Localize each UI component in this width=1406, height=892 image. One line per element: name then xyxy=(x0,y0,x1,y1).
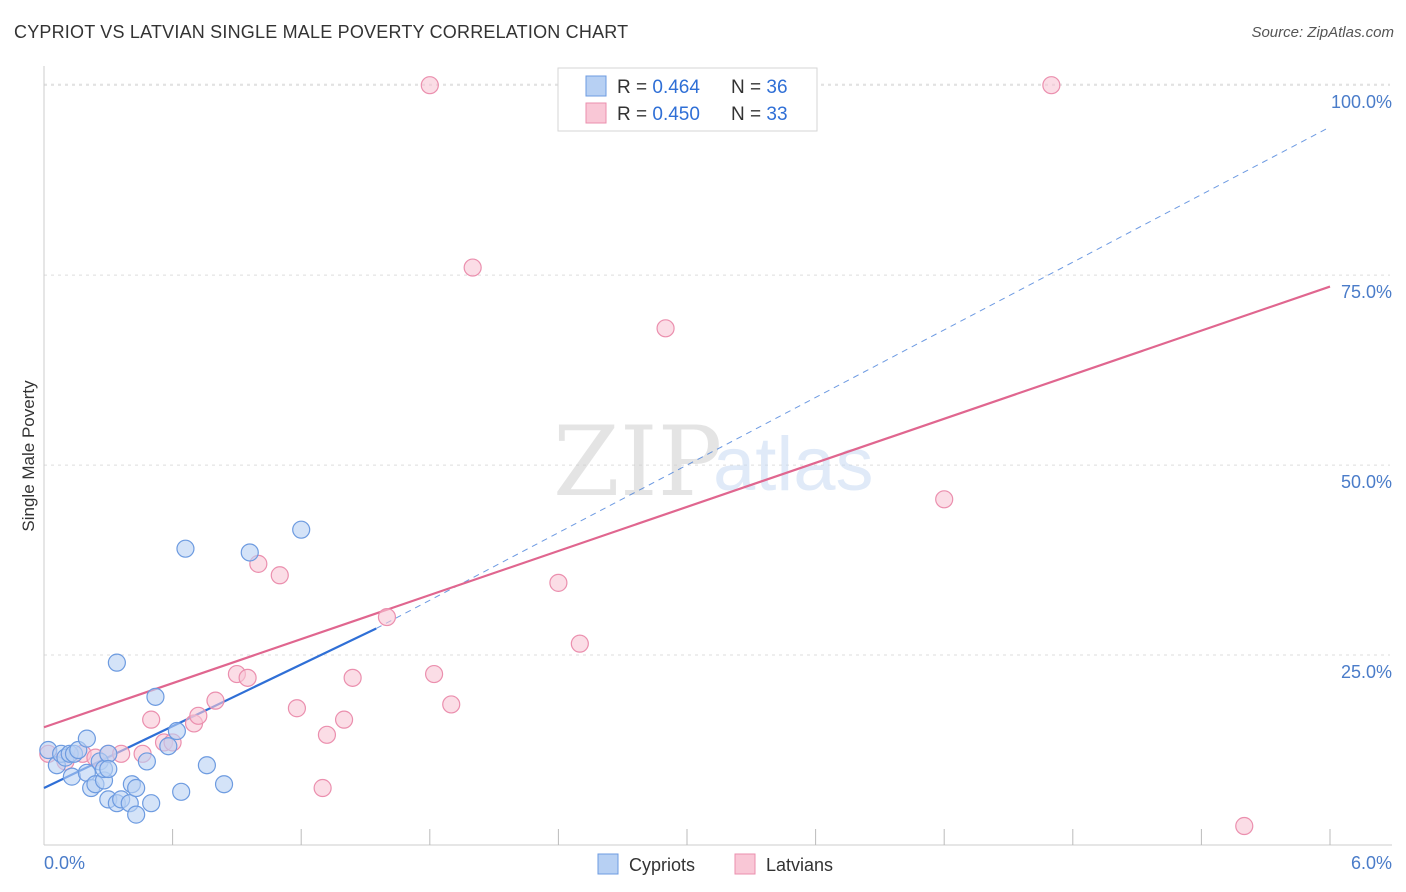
watermark: ZIP atlas xyxy=(553,406,874,518)
bottom-legend-swatch-latvians xyxy=(734,853,756,875)
legend-r-label: R = xyxy=(617,77,652,98)
latvians-point xyxy=(935,490,954,509)
legend-n-value: 33 xyxy=(766,104,787,125)
legend-n-label: N = xyxy=(731,77,766,98)
cypriots-point xyxy=(167,721,186,741)
y-axis-title: Single Male Poverty xyxy=(19,380,38,532)
latvians-point xyxy=(424,664,444,684)
y-tick-label: 100.0% xyxy=(1331,92,1392,112)
latvians-point xyxy=(1235,816,1254,836)
bottom-legend-latvians: Latvians xyxy=(766,855,833,875)
latvians-trend-line xyxy=(43,285,1331,729)
cypriots-point xyxy=(146,687,165,706)
latvians-point xyxy=(420,76,439,95)
latvians-point xyxy=(463,258,482,277)
cypriots-point xyxy=(292,520,311,539)
legend-r-value: 0.464 xyxy=(652,77,700,98)
cypriots-point xyxy=(127,778,146,798)
cypriots-point xyxy=(214,775,234,794)
latvians-point xyxy=(287,699,307,718)
latvians-point xyxy=(549,573,568,592)
latvians-point xyxy=(238,668,257,687)
watermark-zip: ZIP xyxy=(553,406,722,518)
cypriots-point xyxy=(240,543,259,562)
latvians-point xyxy=(343,668,362,687)
legend: R = 0.464 N = 36 R = 0.450 N = 33 xyxy=(557,67,818,132)
cypriots-point xyxy=(99,744,118,763)
cypriots-trend-extension xyxy=(375,126,1331,629)
legend-swatch-latvians xyxy=(585,102,607,124)
cypriots-point xyxy=(137,752,156,771)
latvians-point xyxy=(1042,76,1061,95)
bottom-legend-swatch-cypriots xyxy=(597,853,619,875)
axis-layer: 25.0% 50.0% 75.0% 100.0% 0.0% 6.0% xyxy=(43,66,1392,873)
bottom-legend-cypriots: Cypriots xyxy=(629,855,695,875)
cypriots-point xyxy=(142,794,161,813)
y-tick-label: 25.0% xyxy=(1341,662,1392,682)
latvians-point xyxy=(656,319,675,338)
cypriots-point xyxy=(159,737,178,756)
x-tick-label: 0.0% xyxy=(44,853,85,873)
cypriots-point xyxy=(99,759,118,779)
legend-swatch-cypriots xyxy=(585,75,607,97)
legend-n-label: N = xyxy=(731,104,766,125)
legend-r-label: R = xyxy=(617,104,652,125)
x-tick-label: 6.0% xyxy=(1351,853,1392,873)
bottom-legend: Cypriots Latvians xyxy=(597,853,833,875)
latvians-point xyxy=(142,710,161,729)
latvians-point xyxy=(313,778,332,798)
chart-source: Source: ZipAtlas.com xyxy=(1251,24,1394,41)
latvians-point xyxy=(442,695,461,714)
cypriots-point xyxy=(62,767,81,786)
y-tick-label: 75.0% xyxy=(1341,282,1392,302)
latvians-point xyxy=(189,706,208,725)
legend-r-value: 0.450 xyxy=(652,104,700,125)
grid-layer xyxy=(44,83,1390,656)
cypriots-point xyxy=(176,539,195,558)
latvians-point xyxy=(317,725,337,744)
legend-row-latvians: R = 0.450 N = 33 xyxy=(617,104,788,125)
latvians-point xyxy=(270,566,289,585)
y-tick-label: 50.0% xyxy=(1341,472,1392,492)
latvians-point xyxy=(570,634,589,653)
cypriots-point xyxy=(107,653,126,672)
latvians-point xyxy=(206,691,225,710)
chart-title: CYPRIOT VS LATVIAN SINGLE MALE POVERTY C… xyxy=(14,22,629,42)
legend-row-cypriots: R = 0.464 N = 36 xyxy=(617,77,788,98)
latvians-point xyxy=(334,710,354,729)
cypriots-point xyxy=(77,729,96,748)
cypriots-point xyxy=(172,782,191,801)
latvians-point xyxy=(377,607,397,627)
watermark-atlas: atlas xyxy=(713,422,874,507)
cypriots-point xyxy=(127,805,146,824)
cypriots-point xyxy=(197,756,216,775)
points-layer xyxy=(39,76,1254,836)
legend-n-value: 36 xyxy=(766,77,787,98)
